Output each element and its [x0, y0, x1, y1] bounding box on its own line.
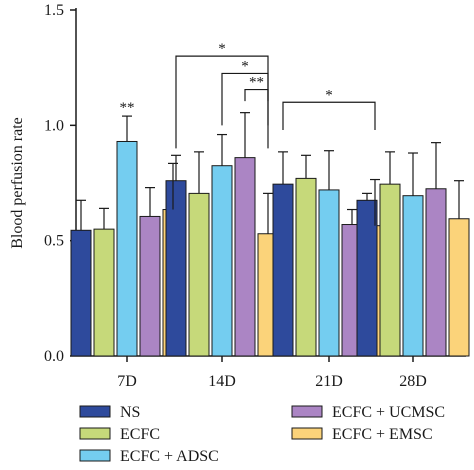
significance-bracket-label: ** — [249, 75, 264, 91]
legend-swatch-ecfc-adsc — [79, 449, 111, 462]
bar-ns-7d — [70, 229, 92, 357]
error-bars — [76, 112, 464, 234]
y-tick-label: 1.0 — [44, 117, 64, 134]
bar-ecfc-emsc-28d — [448, 218, 470, 357]
legend-swatch-ecfc-emsc — [291, 427, 323, 440]
significance-bracket-label: * — [241, 58, 249, 74]
legend-label-ecfc: ECFC — [120, 426, 160, 443]
legend-label-ecfc-emsc: ECFC + EMSC — [332, 426, 433, 443]
y-axis-label: Blood perfusion rate — [9, 117, 26, 249]
x-tick-label: 21D — [315, 373, 343, 390]
bar-ecfc-adsc-21d — [318, 189, 340, 357]
legend-swatch-ecfc — [79, 427, 111, 440]
x-tick-label: 28D — [399, 373, 427, 390]
bars — [70, 140, 470, 357]
bar-ecfc-7d — [93, 228, 115, 357]
x-tick-label: 7D — [117, 373, 137, 390]
x-tick-label: 14D — [208, 373, 236, 390]
significance-bracket — [244, 88, 269, 102]
bar-ecfc-21d — [295, 177, 317, 357]
bar-ns-21d — [272, 183, 294, 357]
legend: NS ECFC ECFC + ADSC ECFC + UCMSC ECFC + EMSC — [79, 404, 445, 465]
bar-ns-14d — [165, 180, 187, 357]
bar-ecfc-adsc-14d — [211, 165, 233, 357]
legend-swatch-ecfc-ucmsc — [291, 405, 323, 418]
significance-7d-label: ** — [120, 100, 135, 116]
significance-bracket-label: * — [218, 41, 226, 57]
bar-ecfc-ucmsc-28d — [425, 188, 447, 357]
significance-bracket — [282, 101, 376, 130]
bar-ecfc-adsc-28d — [402, 195, 424, 357]
axes: 0.0 0.5 1.0 1.5 Blood perfusion rate 7D 14D 21D… — [9, 2, 466, 390]
legend-label-ecfc-adsc: ECFC + ADSC — [120, 448, 219, 465]
y-tick-label: 0.5 — [44, 233, 64, 250]
y-tick-label: 1.5 — [44, 2, 64, 19]
bar-ecfc-adsc-7d — [116, 140, 138, 357]
legend-swatch-ns — [79, 405, 111, 418]
significance-bracket-label: * — [325, 87, 333, 103]
legend-label-ns: NS — [120, 404, 140, 421]
significance-annotations: ******* — [120, 41, 376, 149]
y-tick-label: 0.0 — [44, 348, 64, 365]
legend-label-ecfc-ucmsc: ECFC + UCMSC — [332, 404, 445, 421]
bar-ecfc-14d — [188, 192, 210, 357]
bar-ecfc-28d — [379, 183, 401, 357]
bar-ecfc-ucmsc-7d — [139, 215, 161, 357]
bar-ns-28d — [356, 199, 378, 357]
bar-ecfc-ucmsc-14d — [234, 157, 256, 357]
